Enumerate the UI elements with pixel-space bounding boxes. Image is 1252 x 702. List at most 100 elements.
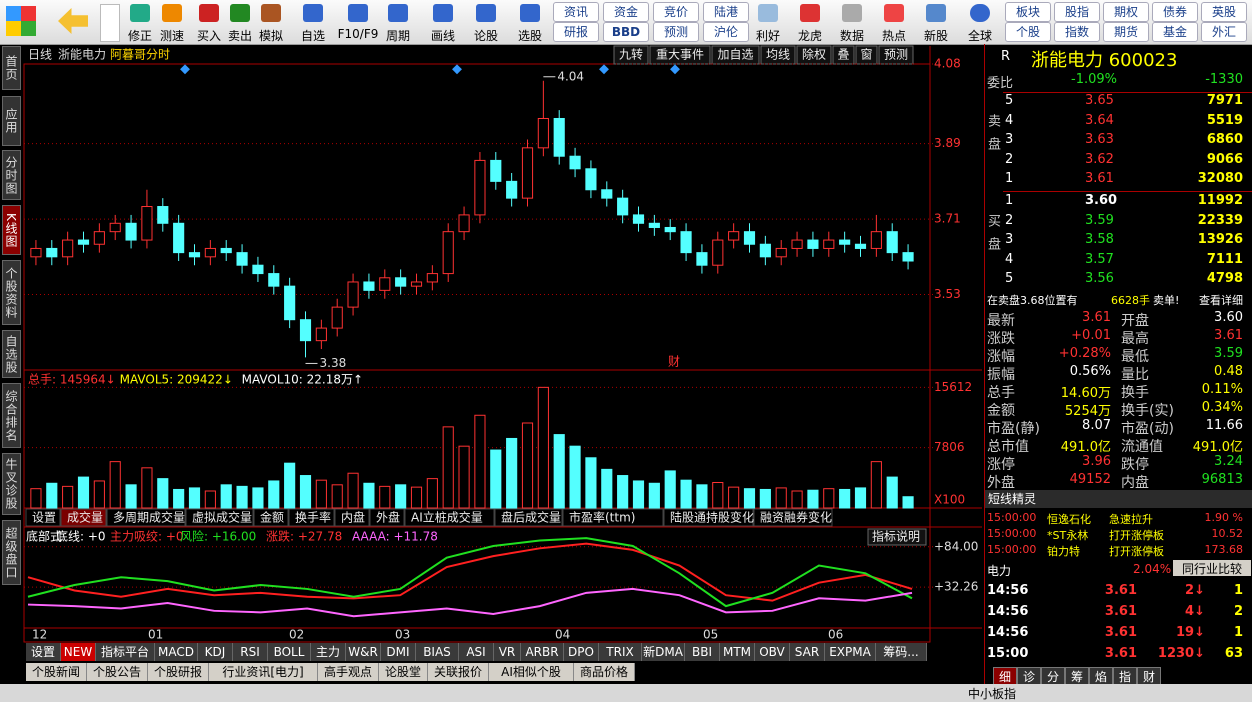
tool-label[interactable]: 卖出: [227, 29, 252, 43]
market-button[interactable]: 板块: [1005, 2, 1051, 22]
market-button[interactable]: 外汇: [1201, 22, 1247, 42]
news-tab[interactable]: 行业资讯[电力]: [209, 663, 318, 681]
header-button[interactable]: [613, 45, 649, 65]
pane-tab-label[interactable]: 内盘: [341, 510, 365, 525]
indicator-tab[interactable]: VR: [494, 643, 521, 661]
news-tab[interactable]: 高手观点: [318, 663, 379, 681]
indicator-tab[interactable]: ARBR: [521, 643, 564, 661]
pane-tab[interactable]: [404, 508, 495, 527]
indicator-tab[interactable]: 筹码...: [876, 643, 927, 661]
tool-icon[interactable]: [520, 4, 540, 22]
link-button[interactable]: 沪伦: [703, 22, 749, 42]
pane-tab[interactable]: [494, 508, 563, 527]
pane-tab-label[interactable]: 虚拟成交量: [192, 510, 252, 525]
side-tab[interactable]: 首页: [2, 46, 21, 90]
back-button[interactable]: [58, 8, 88, 34]
indicator-tab[interactable]: 主力: [311, 643, 346, 661]
side-tab[interactable]: 个股资料: [2, 260, 21, 325]
up-down-button[interactable]: [100, 4, 120, 42]
header-button-label[interactable]: 加自选: [717, 48, 753, 62]
indicator-tab[interactable]: DPO: [564, 643, 599, 661]
header-button-label[interactable]: 预测: [884, 48, 908, 62]
link-button[interactable]: 陆港: [703, 2, 749, 22]
side-tab[interactable]: 应用: [2, 96, 21, 146]
tool-icon[interactable]: [303, 4, 323, 22]
tool-label[interactable]: 自选: [300, 29, 325, 43]
tool-label[interactable]: 测速: [159, 29, 184, 43]
tool-label[interactable]: 全球: [968, 29, 993, 43]
pane-tab[interactable]: [753, 508, 833, 527]
pane-tab-label[interactable]: 市盈率(ttm): [569, 510, 635, 525]
indicator-tab[interactable]: MACD: [155, 643, 198, 661]
news-tab[interactable]: 个股新闻: [26, 663, 87, 681]
pane-tab-label[interactable]: AI立桩成交量: [411, 510, 483, 525]
pane-tab[interactable]: [185, 508, 254, 527]
pane-tab-label[interactable]: 换手率: [295, 510, 331, 525]
tool-icon[interactable]: [388, 4, 408, 22]
side-tab[interactable]: 牛叉诊股: [2, 453, 21, 515]
tool-icon[interactable]: [199, 4, 219, 22]
header-button-label[interactable]: 九转: [619, 47, 643, 62]
header-button-label[interactable]: 除权: [802, 47, 826, 62]
tool-label[interactable]: 数据: [839, 29, 864, 43]
tool-icon[interactable]: [758, 4, 778, 22]
header-button[interactable]: [832, 45, 855, 65]
pane-tab[interactable]: [106, 508, 186, 527]
tool-label[interactable]: 画线: [430, 29, 455, 43]
tool-icon[interactable]: [800, 4, 820, 22]
tool-label[interactable]: 买入: [196, 29, 221, 43]
link-button[interactable]: 资金: [603, 2, 649, 22]
pane-tab-label[interactable]: 融资融券变化: [760, 510, 832, 525]
pane-tab[interactable]: [253, 508, 289, 527]
link-button[interactable]: 竞价: [653, 2, 699, 22]
panel-tab[interactable]: 指: [1113, 667, 1137, 685]
tool-label[interactable]: 周期: [385, 29, 410, 43]
market-button[interactable]: 债券: [1152, 2, 1198, 22]
news-tab[interactable]: 论股堂: [379, 663, 428, 681]
tool-label[interactable]: 龙虎: [797, 29, 822, 43]
panel-tab[interactable]: 筹: [1065, 667, 1089, 685]
header-button-label[interactable]: 窗: [860, 48, 872, 62]
alert-link[interactable]: 查看详细: [1199, 294, 1243, 307]
side-tab[interactable]: 综合排名: [2, 383, 21, 448]
header-button-label[interactable]: 叠: [837, 48, 849, 62]
tool-icon[interactable]: [348, 4, 368, 22]
indicator-tab[interactable]: NEW: [61, 643, 96, 661]
market-button[interactable]: 股指: [1054, 2, 1100, 22]
pane-tab[interactable]: [288, 508, 335, 527]
indicator-tab[interactable]: DMI: [381, 643, 416, 661]
tool-icon[interactable]: [162, 4, 182, 22]
header-button[interactable]: [855, 45, 878, 65]
pane-tab[interactable]: [369, 508, 405, 527]
link-button[interactable]: BBD: [603, 22, 649, 42]
header-button-label[interactable]: 均线: [766, 48, 790, 62]
panel-tab[interactable]: 财: [1137, 667, 1161, 685]
indicator-tab[interactable]: TRIX: [599, 643, 642, 661]
indicator-tab[interactable]: OBV: [755, 643, 790, 661]
header-button-label[interactable]: 重大事件: [656, 48, 704, 62]
panel-tab[interactable]: 焰: [1089, 667, 1113, 685]
side-tab[interactable]: 分时图: [2, 150, 21, 200]
tool-label[interactable]: 模拟: [258, 29, 283, 43]
news-tab[interactable]: 关联报价: [428, 663, 489, 681]
pane-tab-label[interactable]: 多周期成交量: [113, 510, 185, 525]
market-button[interactable]: 基金: [1152, 22, 1198, 42]
pane-tab[interactable]: [663, 508, 754, 527]
pane-tab-label[interactable]: 陆股通持股变化: [670, 510, 754, 525]
indicator-tab[interactable]: 指标平台: [96, 643, 155, 661]
tool-label[interactable]: 利好: [755, 29, 780, 43]
tool-label[interactable]: 热点: [881, 29, 906, 43]
market-button[interactable]: 期货: [1103, 22, 1149, 42]
indicator-tab[interactable]: MTM: [720, 643, 755, 661]
market-button[interactable]: 个股: [1005, 22, 1051, 42]
indicator-tab[interactable]: W&R: [346, 643, 381, 661]
link-button[interactable]: 预测: [653, 22, 699, 42]
news-tab[interactable]: 个股研报: [148, 663, 209, 681]
pane-tab-label[interactable]: 成交量: [67, 510, 103, 525]
indicator-tab[interactable]: 新DMA: [642, 643, 685, 661]
news-tab[interactable]: 个股公告: [87, 663, 148, 681]
tool-label[interactable]: F10/F9: [337, 27, 379, 41]
tool-icon[interactable]: [476, 4, 496, 22]
pane-tab-label[interactable]: 金额: [260, 510, 284, 525]
indicator-tab[interactable]: SAR: [790, 643, 825, 661]
